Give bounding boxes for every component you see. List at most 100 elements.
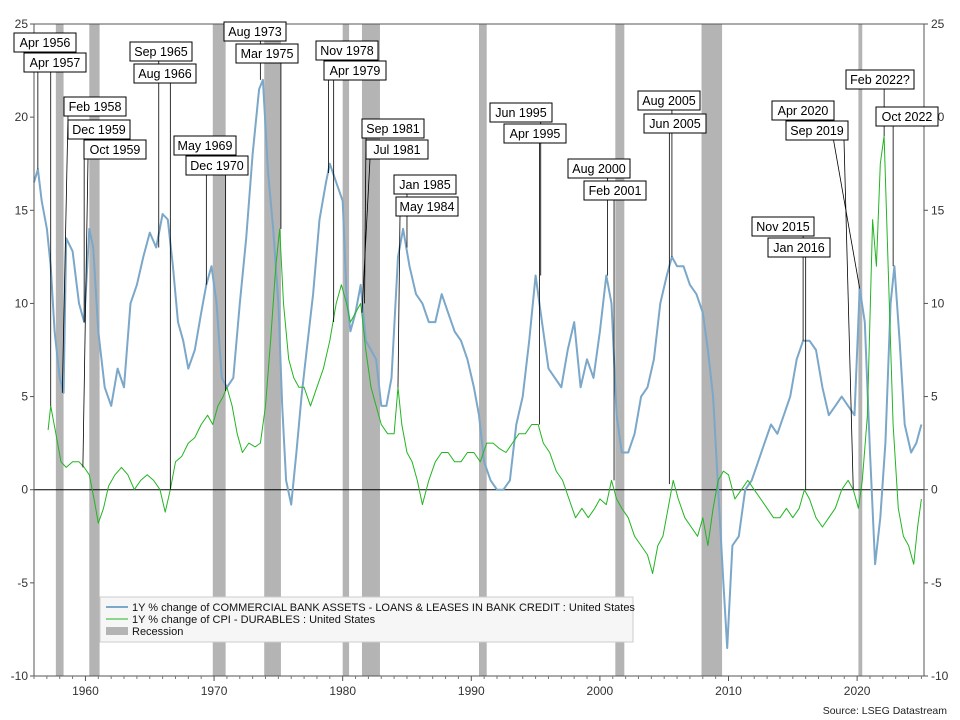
annotation-20: Feb 2001 bbox=[583, 180, 647, 481]
annotation-box bbox=[875, 106, 939, 127]
annotation-2: Feb 1958 bbox=[61, 96, 127, 393]
annotation-label: Aug 1973 bbox=[228, 25, 282, 39]
annotation-label: Dec 1970 bbox=[190, 159, 244, 173]
annotation-box bbox=[637, 90, 701, 111]
annotation-19: Aug 2000 bbox=[567, 158, 631, 276]
annotation-26: Sep 2019 bbox=[785, 120, 854, 490]
annotation-label: Apr 1957 bbox=[30, 56, 81, 70]
x-tick-label: 2010 bbox=[715, 684, 742, 698]
y-tick-label-right: 15 bbox=[931, 203, 945, 217]
annotation-box bbox=[13, 32, 77, 53]
y-tick-label-left: 20 bbox=[15, 110, 29, 124]
annotation-box bbox=[361, 118, 425, 139]
annotation-label: Apr 1995 bbox=[510, 127, 561, 141]
y-tick-label-left: 10 bbox=[15, 296, 29, 310]
annotation-4: Oct 1959 bbox=[82, 139, 147, 468]
annotation-box bbox=[751, 216, 815, 237]
annotation-box bbox=[185, 155, 249, 176]
annotation-5: Sep 1965 bbox=[129, 41, 193, 248]
y-tick-label-right: 25 bbox=[931, 17, 945, 31]
annotation-25: Apr 2020 bbox=[771, 100, 861, 289]
series-line-cpi-durables bbox=[47, 135, 922, 574]
annotation-14: Jul 1981 bbox=[361, 139, 429, 313]
annotation-label: Nov 2015 bbox=[756, 220, 810, 234]
annotation-22: Jun 2005 bbox=[643, 113, 707, 485]
annotation-leader bbox=[829, 119, 861, 289]
annotation-7: May 1969 bbox=[173, 135, 237, 285]
annotation-23: Nov 2015 bbox=[751, 216, 815, 341]
series-line-bank-credit bbox=[33, 78, 923, 650]
recession-band-6 bbox=[479, 24, 487, 676]
annotation-label: Feb 1958 bbox=[69, 100, 122, 114]
annotation-27: Feb 2022? bbox=[845, 69, 915, 136]
annotation-8: Dec 1970 bbox=[185, 155, 249, 391]
annotation-label: Oct 1959 bbox=[90, 143, 141, 157]
x-tick-label: 1990 bbox=[458, 684, 485, 698]
annotation-leader bbox=[82, 158, 89, 468]
annotation-box bbox=[785, 120, 849, 141]
annotation-1: Apr 1957 bbox=[23, 52, 87, 406]
legend-label: 1Y % change of COMMERCIAL BANK ASSETS - … bbox=[132, 602, 635, 614]
annotation-6: Aug 1966 bbox=[133, 63, 197, 490]
y-tick-label-right: 0 bbox=[931, 483, 938, 497]
annotation-box bbox=[567, 158, 631, 179]
y-tick-label-left: -10 bbox=[11, 669, 29, 683]
x-tick-label: 2000 bbox=[587, 684, 614, 698]
annotation-label: May 1984 bbox=[400, 200, 455, 214]
annotation-12: Apr 1979 bbox=[323, 60, 387, 323]
annotation-box bbox=[393, 174, 457, 195]
annotation-label: Oct 2022 bbox=[882, 110, 933, 124]
annotation-label: Dec 1959 bbox=[72, 123, 126, 137]
x-tick-label: 1960 bbox=[72, 684, 99, 698]
recession-band-1 bbox=[89, 24, 100, 676]
annotation-box bbox=[771, 100, 835, 121]
annotation-label: Feb 2001 bbox=[589, 184, 642, 198]
y-tick-label-right: 5 bbox=[931, 390, 938, 404]
annotation-label: Jan 1985 bbox=[399, 178, 450, 192]
annotation-17: Jun 1995 bbox=[489, 102, 553, 276]
annotation-box bbox=[129, 41, 193, 62]
annotation-label: Jul 1981 bbox=[373, 143, 420, 157]
legend-box bbox=[99, 596, 634, 643]
plot-frame bbox=[33, 23, 925, 677]
annotation-box bbox=[767, 237, 831, 258]
annotation-leader bbox=[397, 215, 401, 388]
y-tick-label-left: 5 bbox=[21, 390, 28, 404]
annotation-label: Jun 2005 bbox=[649, 117, 700, 131]
annotation-label: Mar 1975 bbox=[241, 47, 294, 61]
source-note: Source: LSEG Datastream bbox=[823, 705, 948, 717]
annotation-label: Jun 1995 bbox=[495, 106, 546, 120]
annotation-label: Sep 1965 bbox=[134, 45, 188, 59]
annotation-box bbox=[395, 196, 459, 217]
annotation-16: May 1984 bbox=[395, 196, 459, 388]
x-tick-label: 2020 bbox=[844, 684, 871, 698]
x-tick-label: 1970 bbox=[201, 684, 228, 698]
annotation-label: Nov 1978 bbox=[320, 44, 374, 58]
annotation-box bbox=[643, 113, 707, 134]
annotation-21: Aug 2005 bbox=[637, 90, 701, 257]
recession-band-3 bbox=[264, 24, 281, 676]
annotation-leader bbox=[843, 139, 854, 490]
annotation-box bbox=[23, 52, 87, 73]
y-tick-label-right: -10 bbox=[931, 669, 949, 683]
annotation-18: Apr 1995 bbox=[503, 123, 567, 425]
recession-band-0 bbox=[55, 24, 64, 676]
annotation-label: Aug 2000 bbox=[572, 162, 626, 176]
legend-label: 1Y % change of CPI - DURABLES : United S… bbox=[132, 614, 376, 626]
legend-item-recession: Recession bbox=[106, 626, 183, 638]
annotation-label: Apr 2020 bbox=[778, 104, 829, 118]
legend-item-bank-credit: 1Y % change of COMMERCIAL BANK ASSETS - … bbox=[106, 602, 635, 614]
annotation-box bbox=[365, 139, 429, 160]
annotation-box bbox=[223, 21, 287, 42]
y-tick-label-left: 15 bbox=[15, 203, 29, 217]
annotation-label: Aug 1966 bbox=[138, 67, 192, 81]
y-tick-label-left: 25 bbox=[15, 17, 29, 31]
annotation-box bbox=[315, 40, 379, 61]
annotation-box bbox=[583, 180, 647, 201]
annotation-24: Jan 2016 bbox=[767, 237, 831, 490]
x-tick-label: 1980 bbox=[329, 684, 356, 698]
y-tick-label-right: 10 bbox=[931, 296, 945, 310]
annotation-box bbox=[489, 102, 553, 123]
annotation-9: Aug 1973 bbox=[223, 21, 287, 80]
annotation-box bbox=[67, 119, 131, 140]
